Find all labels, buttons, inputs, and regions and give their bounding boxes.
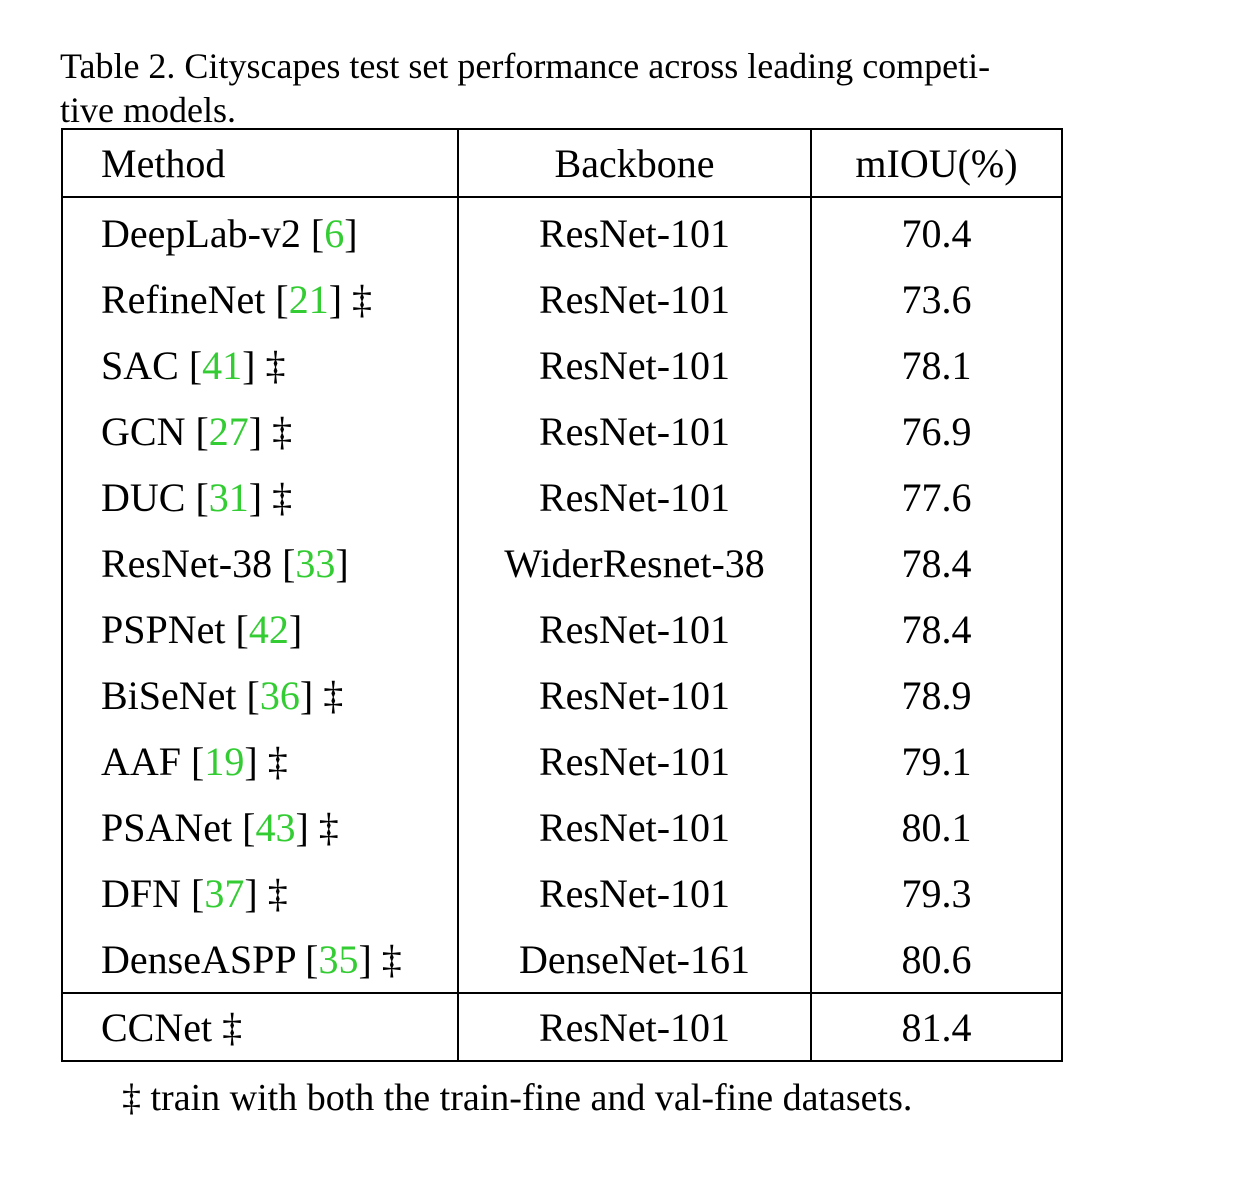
table-row: PSANet [43] ‡ ResNet-101 80.1 (61, 794, 1063, 860)
method-name: PSPNet (101, 606, 226, 652)
citation-link[interactable]: 37 (204, 870, 245, 916)
method-cell: SAC [41] ‡ (61, 332, 459, 398)
method-name: PSANet (101, 804, 233, 850)
miou-cell: 81.4 (810, 992, 1063, 1062)
method-cell: DeepLab-v2 [6] (61, 197, 459, 266)
caption-line-1: Table 2. Cityscapes test set performance… (60, 46, 991, 86)
dagger-mark: ‡ (381, 936, 402, 982)
table-row: AAF [19] ‡ ResNet-101 79.1 (61, 728, 1063, 794)
miou-cell: 78.9 (810, 662, 1063, 728)
table-body: DeepLab-v2 [6] ResNet-101 70.4 RefineNet [2… (61, 197, 1063, 993)
header-backbone: Backbone (457, 128, 812, 198)
dagger-mark: ‡ (267, 738, 288, 784)
method-name: DUC (101, 474, 186, 520)
miou-cell: 80.1 (810, 794, 1063, 860)
table-header: Method Backbone mIOU(%) (61, 128, 1063, 198)
method-name: AAF (101, 738, 182, 784)
dagger-mark: ‡ (272, 408, 293, 454)
method-cell: PSANet [43] ‡ (61, 794, 459, 860)
backbone-cell: WiderResnet-38 (457, 530, 812, 596)
citation-link[interactable]: 33 (295, 540, 336, 586)
citation-link[interactable]: 36 (259, 672, 300, 718)
dagger-mark: ‡ (272, 474, 293, 520)
citation-link[interactable]: 19 (204, 738, 245, 784)
backbone-cell: ResNet-101 (457, 197, 812, 266)
method-cell: AAF [19] ‡ (61, 728, 459, 794)
miou-cell: 79.1 (810, 728, 1063, 794)
miou-cell: 77.6 (810, 464, 1063, 530)
citation-link[interactable]: 41 (202, 342, 243, 388)
method-name: DFN (101, 870, 182, 916)
results-table: Method Backbone mIOU(%) DeepLab-v2 [6] Re… (61, 128, 1063, 1062)
miou-cell: 73.6 (810, 266, 1063, 332)
backbone-cell: ResNet-101 (457, 596, 812, 662)
method-name: DeepLab-v2 (101, 210, 301, 256)
method-name: GCN (101, 408, 186, 454)
citation-link[interactable]: 43 (255, 804, 296, 850)
citation-link[interactable]: 27 (208, 408, 249, 454)
miou-cell: 78.4 (810, 530, 1063, 596)
method-cell: GCN [27] ‡ (61, 398, 459, 464)
method-name: CCNet (101, 1004, 213, 1050)
citation-link[interactable]: 21 (288, 276, 329, 322)
table-row: DenseASPP [35] ‡ DenseNet-161 80.6 (61, 926, 1063, 993)
miou-cell: 78.4 (810, 596, 1063, 662)
table-footnote: ‡ train with both the train-fine and val… (122, 1077, 913, 1119)
backbone-cell: ResNet-101 (457, 992, 812, 1062)
table-row: RefineNet [21] ‡ ResNet-101 73.6 (61, 266, 1063, 332)
table-row: GCN [27] ‡ ResNet-101 76.9 (61, 398, 1063, 464)
method-cell: CCNet ‡ (61, 992, 459, 1062)
header-method: Method (61, 128, 459, 198)
miou-cell: 79.3 (810, 860, 1063, 926)
table-final-section: CCNet ‡ ResNet-101 81.4 (61, 992, 1063, 1062)
method-cell: PSPNet [42] (61, 596, 459, 662)
caption-line-2: tive models. (60, 90, 236, 130)
backbone-cell: ResNet-101 (457, 794, 812, 860)
backbone-cell: ResNet-101 (457, 860, 812, 926)
citation-link[interactable]: 6 (324, 210, 345, 256)
miou-cell: 78.1 (810, 332, 1063, 398)
dagger-mark: ‡ (323, 672, 344, 718)
table-row: DUC [31] ‡ ResNet-101 77.6 (61, 464, 1063, 530)
dagger-mark: ‡ (267, 870, 288, 916)
method-name: DenseASPP (101, 936, 296, 982)
backbone-cell: ResNet-101 (457, 464, 812, 530)
method-cell: DUC [31] ‡ (61, 464, 459, 530)
table-row: BiSeNet [36] ‡ ResNet-101 78.9 (61, 662, 1063, 728)
table-row: PSPNet [42] ResNet-101 78.4 (61, 596, 1063, 662)
method-name: ResNet-38 (101, 540, 273, 586)
method-cell: BiSeNet [36] ‡ (61, 662, 459, 728)
backbone-cell: ResNet-101 (457, 662, 812, 728)
method-cell: ResNet-38 [33] (61, 530, 459, 596)
backbone-cell: ResNet-101 (457, 266, 812, 332)
backbone-cell: DenseNet-161 (457, 926, 812, 993)
table-row: DFN [37] ‡ ResNet-101 79.3 (61, 860, 1063, 926)
backbone-cell: ResNet-101 (457, 332, 812, 398)
miou-cell: 80.6 (810, 926, 1063, 993)
dagger-mark: ‡ (352, 276, 373, 322)
header-row: Method Backbone mIOU(%) (61, 128, 1063, 198)
method-cell: DFN [37] ‡ (61, 860, 459, 926)
backbone-cell: ResNet-101 (457, 728, 812, 794)
citation-link[interactable]: 35 (318, 936, 359, 982)
miou-cell: 70.4 (810, 197, 1063, 266)
header-miou: mIOU(%) (810, 128, 1063, 198)
miou-cell: 76.9 (810, 398, 1063, 464)
dagger-mark: ‡ (222, 1004, 243, 1050)
backbone-cell: ResNet-101 (457, 398, 812, 464)
dagger-mark: ‡ (265, 342, 286, 388)
method-name: SAC (101, 342, 179, 388)
table-row: SAC [41] ‡ ResNet-101 78.1 (61, 332, 1063, 398)
method-cell: DenseASPP [35] ‡ (61, 926, 459, 993)
citation-link[interactable]: 42 (248, 606, 289, 652)
method-name: BiSeNet (101, 672, 237, 718)
dagger-mark: ‡ (318, 804, 339, 850)
method-cell: RefineNet [21] ‡ (61, 266, 459, 332)
citation-link[interactable]: 31 (208, 474, 249, 520)
table-row: ResNet-38 [33] WiderResnet-38 78.4 (61, 530, 1063, 596)
method-name: RefineNet (101, 276, 266, 322)
table-caption: Table 2. Cityscapes test set performance… (60, 44, 1070, 132)
table-row: DeepLab-v2 [6] ResNet-101 70.4 (61, 197, 1063, 266)
table-row-ccnet: CCNet ‡ ResNet-101 81.4 (61, 992, 1063, 1062)
